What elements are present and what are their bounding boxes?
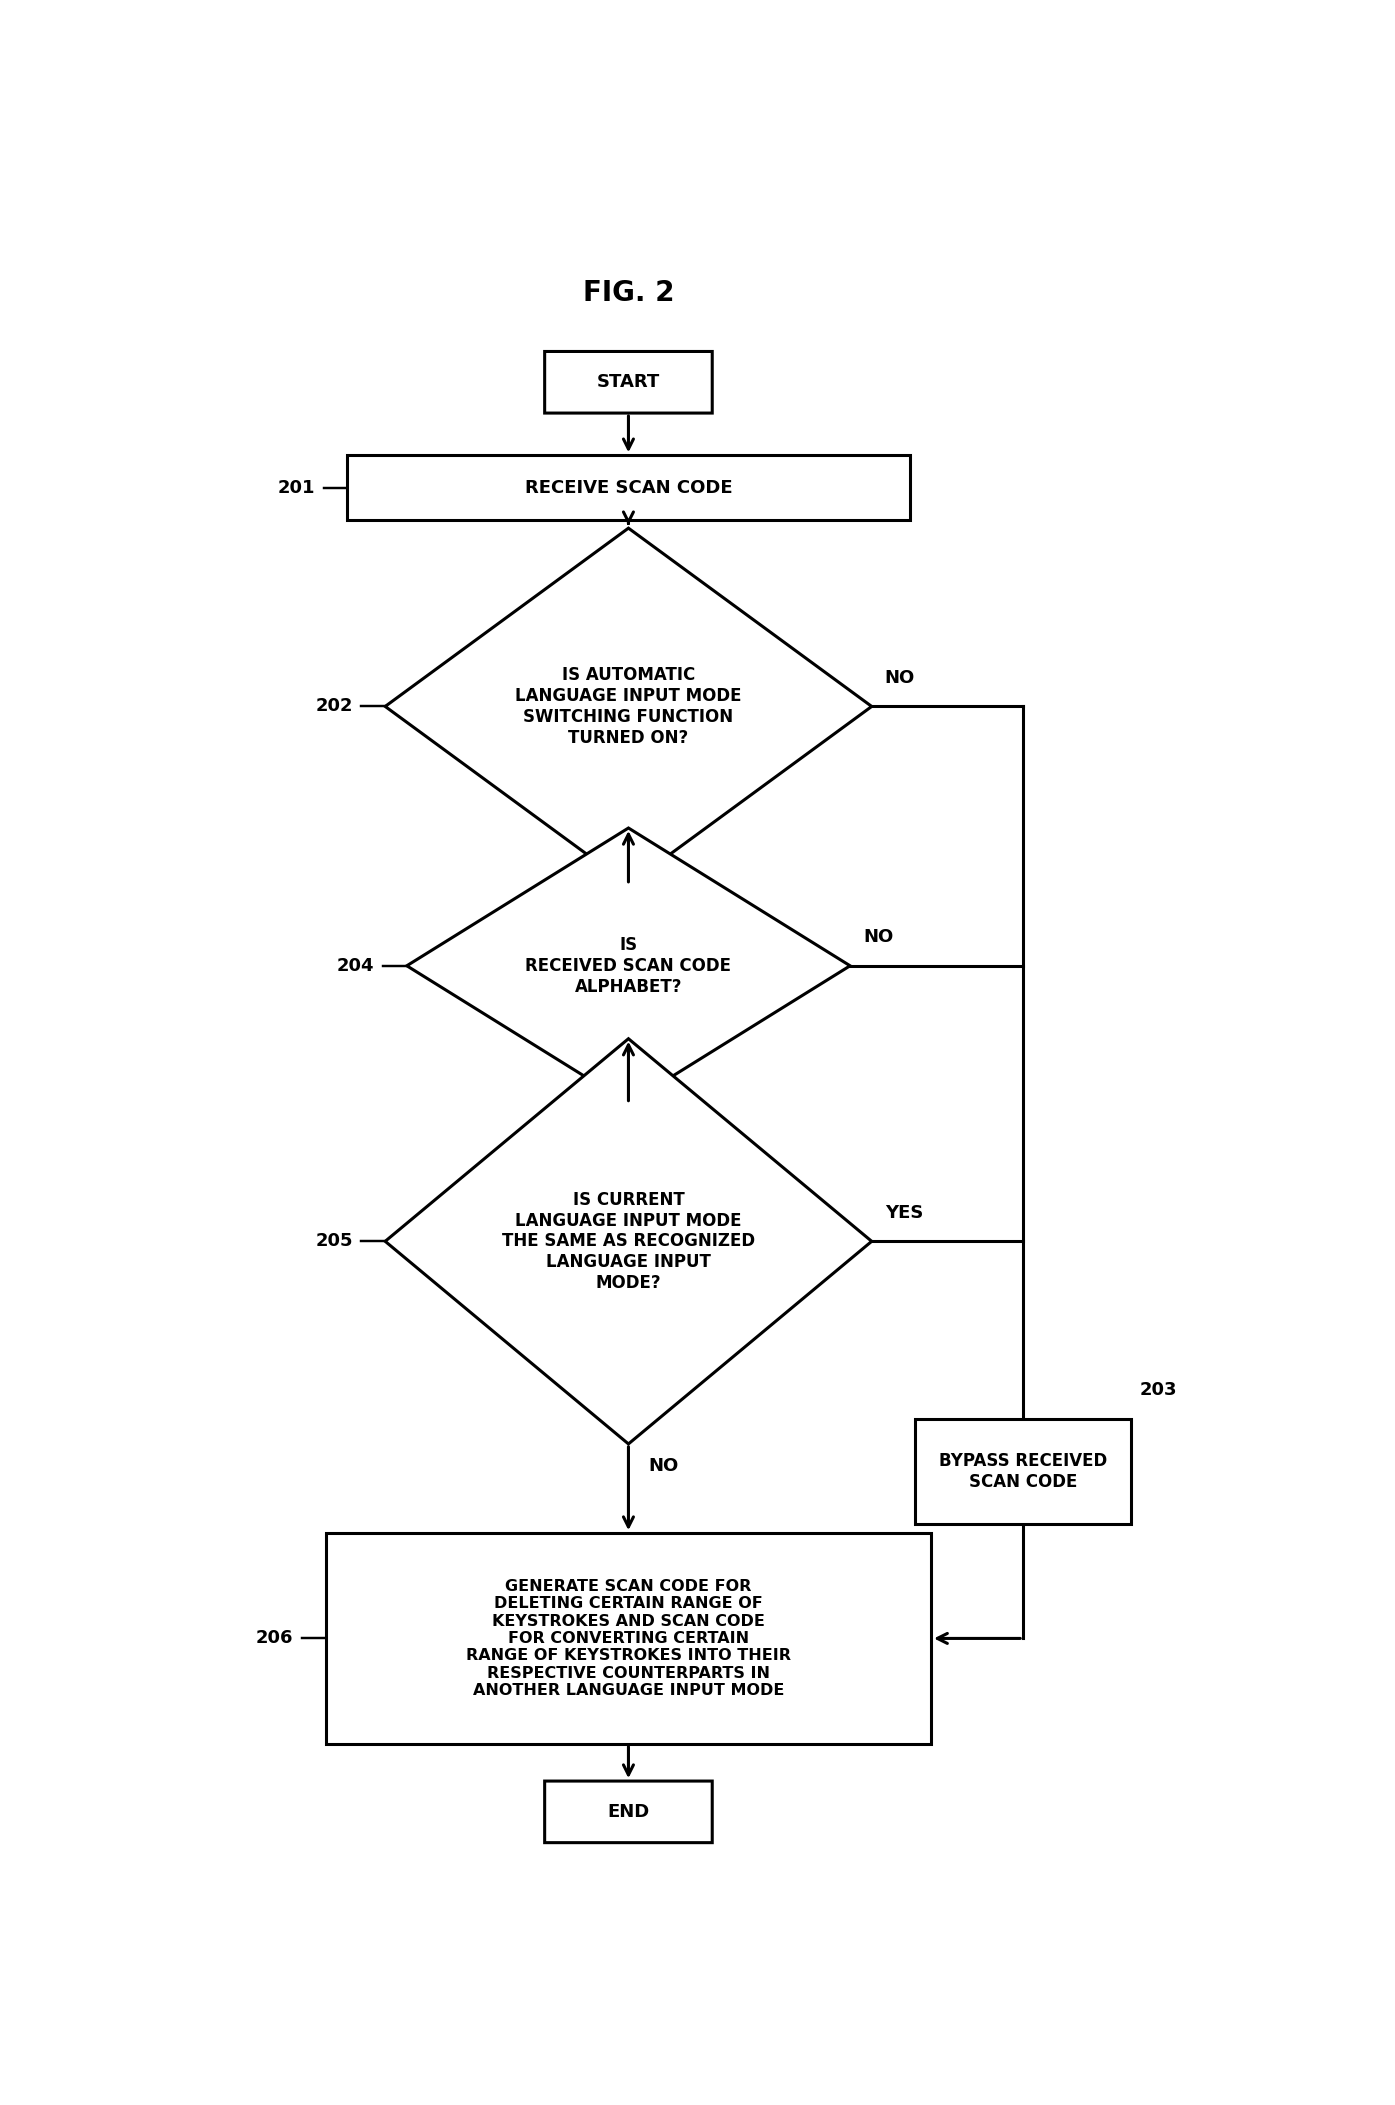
Polygon shape <box>407 827 850 1103</box>
Text: YES: YES <box>647 1116 686 1135</box>
Text: NO: NO <box>647 1457 678 1476</box>
Text: START: START <box>597 373 660 392</box>
Text: 204: 204 <box>336 958 374 975</box>
Text: 205: 205 <box>315 1231 353 1250</box>
Text: NO: NO <box>864 928 893 947</box>
Text: NO: NO <box>884 669 915 686</box>
Text: BYPASS RECEIVED
SCAN CODE: BYPASS RECEIVED SCAN CODE <box>939 1452 1108 1490</box>
FancyBboxPatch shape <box>544 352 713 413</box>
Text: 202: 202 <box>315 697 353 716</box>
Bar <box>915 1419 1131 1524</box>
Bar <box>347 455 910 520</box>
Text: 206: 206 <box>255 1629 293 1648</box>
Text: IS AUTOMATIC
LANGUAGE INPUT MODE
SWITCHING FUNCTION
TURNED ON?: IS AUTOMATIC LANGUAGE INPUT MODE SWITCHI… <box>515 667 742 747</box>
Text: IS
RECEIVED SCAN CODE
ALPHABET?: IS RECEIVED SCAN CODE ALPHABET? <box>526 937 731 996</box>
Text: IS CURRENT
LANGUAGE INPUT MODE
THE SAME AS RECOGNIZED
LANGUAGE INPUT
MODE?: IS CURRENT LANGUAGE INPUT MODE THE SAME … <box>502 1191 755 1292</box>
Polygon shape <box>385 1038 872 1444</box>
Text: 203: 203 <box>1140 1381 1177 1400</box>
Text: GENERATE SCAN CODE FOR
DELETING CERTAIN RANGE OF
KEYSTROKES AND SCAN CODE
FOR CO: GENERATE SCAN CODE FOR DELETING CERTAIN … <box>466 1579 791 1699</box>
Polygon shape <box>385 528 872 884</box>
Text: YES: YES <box>647 897 686 916</box>
Text: RECEIVE SCAN CODE: RECEIVE SCAN CODE <box>525 478 732 497</box>
FancyBboxPatch shape <box>544 1781 713 1842</box>
Text: YES: YES <box>884 1204 923 1221</box>
Text: END: END <box>607 1802 650 1821</box>
Text: FIG. 2: FIG. 2 <box>583 280 674 307</box>
Text: 201: 201 <box>278 478 315 497</box>
Bar <box>325 1532 932 1743</box>
